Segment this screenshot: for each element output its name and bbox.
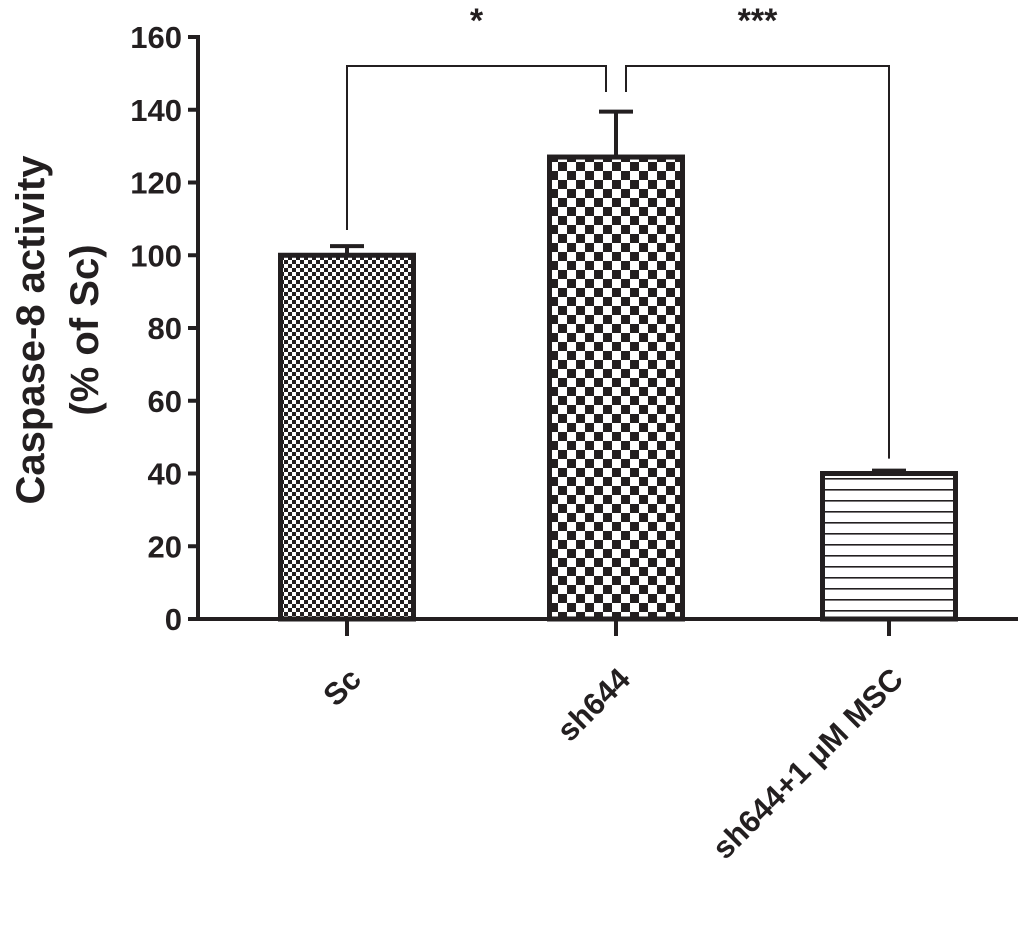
significance-bracket-2 <box>625 65 890 459</box>
significance-label-2: *** <box>738 2 778 40</box>
x-axis <box>196 617 1018 636</box>
category-label-3: sh644+1 μM MSC <box>705 661 909 865</box>
y-tick-label: 80 <box>148 311 182 346</box>
category-label-1: Sc <box>316 661 368 713</box>
y-axis-title: Caspase-8 activity (% of Sc) <box>9 155 107 505</box>
y-tick-label: 160 <box>130 20 182 55</box>
y-axis: 0 20 40 60 80 100 120 140 160 <box>130 20 200 637</box>
y-tick-label: 100 <box>130 238 182 273</box>
category-labels: Sc sh644 sh644+1 μM MSC <box>316 661 910 866</box>
significance-label-1: * <box>470 2 484 40</box>
y-tick-label: 120 <box>130 166 182 201</box>
category-label-2: sh644 <box>550 661 637 748</box>
bar-3 <box>820 471 958 622</box>
error-bars <box>330 109 906 474</box>
y-axis-title-line-1: Caspase-8 activity <box>9 155 53 505</box>
y-axis-title-line-2: (% of Sc) <box>63 244 107 415</box>
significance-brackets: * *** <box>346 2 890 459</box>
significance-bracket-1 <box>346 65 607 230</box>
y-tick-label: 40 <box>148 457 182 492</box>
bar-1 <box>278 252 416 622</box>
bars <box>278 154 958 622</box>
y-tick-label: 140 <box>130 93 182 128</box>
bar-2 <box>547 154 685 622</box>
y-tick-label: 20 <box>148 529 182 564</box>
y-tick-label: 0 <box>165 602 182 637</box>
y-tick-label: 60 <box>148 384 182 419</box>
